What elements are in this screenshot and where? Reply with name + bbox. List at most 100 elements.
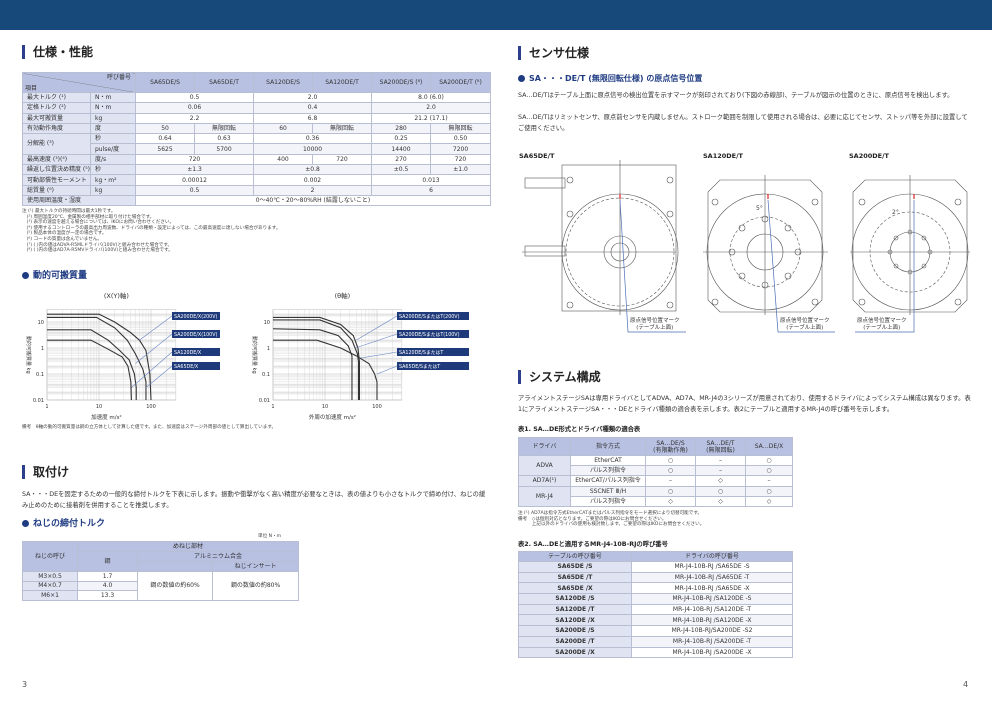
table2-title: 表2. SA…DEと適用するMR-J4-10B-RJの呼び番号 — [518, 541, 668, 548]
legend-leader-line — [356, 315, 398, 341]
note-line: (³) 表示の速度を越える場合については、IKOにお問い合わせください。 — [22, 220, 175, 226]
sensor-text-1: SA…DE/Tはテーブル上面に原点信号の検出位置を示すマークが刻印されており(下… — [518, 92, 954, 99]
origin-mark-drawings: 5° 2° — [522, 160, 970, 333]
table-cell: SSCNET Ⅲ/H — [570, 485, 646, 497]
legend-label: SA200DE/X(100V) — [174, 332, 218, 338]
legend-leader-line — [358, 351, 398, 359]
table-row: SA65DE /X MR-J4-10B-RJ /SA65DE -X — [518, 582, 793, 595]
table-row: SA120DE /X MR-J4-10B-RJ /SA120DE -X — [518, 614, 793, 627]
table-cell: 14400 — [371, 143, 432, 155]
legend-label: SA120DE/X — [174, 350, 202, 356]
y-tick-label: 0.1 — [262, 372, 270, 378]
table-cell: 指令方式 — [570, 437, 646, 456]
table-cell: pulse/度 — [89, 143, 137, 155]
table-row: MR-J4 SSCNET Ⅲ/H ○ ○ ○ — [518, 485, 793, 507]
y-tick-label: 0.01 — [259, 398, 270, 404]
section-title-sensor: センサ仕様 — [518, 46, 589, 60]
table-cell: パルス列指令 — [570, 465, 646, 477]
table-cell: 鋼の数値の約80% — [212, 571, 299, 601]
table-cell: MR-J4-10B-RJ /SA120DE -S — [631, 593, 793, 605]
mount-text: SA・・・DEを固定するための一般的な締付トルクを下表に示します。振動や衝撃がな… — [22, 491, 486, 509]
table-row: SA120DE /S MR-J4-10B-RJ /SA120DE -S — [518, 593, 793, 605]
grid-band — [273, 365, 402, 369]
table-cell: 50 — [135, 122, 196, 135]
note-line: 上記以外のドライバの使用も検討致します。ご要望の際はIKOにお問合せください。 — [518, 522, 705, 528]
top-banner — [0, 0, 992, 30]
note-line: 備考 ◇は個別対応となります。ご要望の際はIKOにお問合せください。 — [518, 516, 667, 522]
y-tick-label: 10 — [38, 320, 44, 326]
table-cell: ○ — [645, 465, 696, 477]
table-header-row: ねじインサート — [22, 561, 299, 572]
driver-compat-table: ドライバ 指令方式 SA…DE/S (有限動作角) SA…DE/T (無限回転) SA…… — [518, 437, 793, 507]
x-tick-label: 10 — [96, 404, 102, 410]
legend-box — [397, 362, 469, 370]
legend-label: SA200DE/X(200V) — [174, 314, 218, 320]
table-cell: 6.8 — [253, 112, 373, 124]
mark-label: 原点信号位置マーク — [857, 318, 907, 324]
table-cell: – — [695, 465, 746, 477]
grid-band — [273, 339, 402, 343]
table-row: 定格トルク (²) N・m 0.06 0.4 2.0 — [22, 102, 492, 114]
table-cell: kg — [89, 112, 137, 124]
table-cell: 度 — [89, 122, 137, 135]
table-cell: 有効動作角度 — [22, 122, 91, 135]
header-diagonal-label: 呼び番号 — [107, 74, 132, 81]
table-cell: SA65DE /T — [518, 571, 632, 584]
x-tick-label: 100 — [372, 404, 382, 410]
table-row: SA200DE /X MR-J4-10B-RJ /SA200DE -X — [518, 646, 793, 659]
grid-band — [47, 365, 176, 369]
x-axis-label: 外周の加速度 m/s² — [309, 413, 356, 421]
series-curve — [273, 339, 378, 400]
x-tick-label: 1 — [271, 404, 274, 410]
table-cell: ○ — [645, 454, 696, 467]
origin-mark-label-sa65: 原点信号位置マーク (テーブル上面) — [630, 318, 680, 332]
header-item-label: 項目 — [25, 85, 38, 92]
table-cell: 最高速度 (³)(⁴) — [22, 153, 91, 166]
table-cell: SA120DE /S — [518, 593, 632, 605]
table-cell: 0.00012 — [135, 174, 255, 186]
table-cell: 720 — [312, 153, 373, 166]
table-cell: 秒 — [89, 133, 137, 145]
origin-mark-label-sa200: 原点信号位置マーク (テーブル上面) — [857, 318, 907, 332]
series-curve — [273, 319, 360, 400]
table-cell: ドライバの呼び番号 — [631, 551, 793, 562]
origin-mark-label-sa120: 原点信号位置マーク (テーブル上面) — [780, 318, 830, 332]
note-line: 注 (¹) AD7Aは指令方式EtherCATまたはパルス列指令をモード選択によ… — [518, 511, 703, 516]
table-cell: M3×0.5 — [22, 571, 78, 582]
table-cell: ○ — [695, 485, 746, 497]
table-cell: 0.25 — [371, 133, 432, 145]
bullet-icon — [22, 271, 29, 279]
table-cell: 0.013 — [371, 174, 492, 186]
table-row: 可動部慣性モーメント kg・m² 0.00012 0.002 0.013 — [22, 174, 492, 186]
note-line: (⁵) 製品本体の温度が一定の場合です。 — [22, 231, 107, 237]
table-header-row: 鋼アルミニウム合金 — [22, 551, 299, 572]
table-cell: 0.06 — [135, 102, 255, 114]
table-row: 使用周囲温度・湿度 0〜40℃・20〜80%RH (結露しないこと) — [21, 194, 492, 207]
table-row: ADVA EtherCAT ○ – ○ — [518, 454, 793, 477]
table-cell: MR-J4 — [518, 485, 571, 507]
legend-box — [172, 330, 220, 338]
table-cell: SA200DE /X — [518, 646, 632, 659]
grid-band — [47, 357, 176, 361]
table-cell: 0.002 — [253, 174, 373, 186]
table-header-row: テーブルの呼び番号 ドライバの呼び番号 — [518, 551, 793, 562]
table-cell: ±0.5 — [371, 164, 432, 176]
table-cell: 280 — [371, 122, 432, 135]
table-cell: 定格トルク (²) — [22, 102, 91, 114]
table-cell: 7200 — [430, 143, 492, 155]
mark-label-sub: (テーブル上面) — [636, 325, 674, 331]
y-tick-label: 1 — [267, 346, 270, 352]
legend-leader-line — [131, 351, 173, 388]
series-curve — [47, 329, 137, 400]
table-cell: SA…DE/T (無限回転) — [695, 437, 746, 456]
note-line: (⁷) ( )内の値はADVA-R5MLドライバ(100V)と組み合わせた場合で… — [22, 242, 173, 248]
y-tick-label: 0.1 — [36, 372, 44, 378]
legend-label: SA65DE/X — [174, 364, 199, 370]
legend-leader-line — [355, 333, 398, 349]
table1-title: 表1. SA…DE形式とドライバ種類の適合表 — [518, 426, 641, 433]
legend-box — [172, 312, 220, 320]
table-cell — [137, 561, 213, 572]
note-line: 注 (¹) 最大トルクの持続時間は最大1秒です。 — [22, 209, 116, 214]
chart-xy-axis: 1 10 100 0.01 0.1 1 10 (X(Y)軸) 加速度 m/s² 動的可搬質量 kg… — [25, 291, 220, 421]
legend-leader-line — [135, 333, 173, 364]
